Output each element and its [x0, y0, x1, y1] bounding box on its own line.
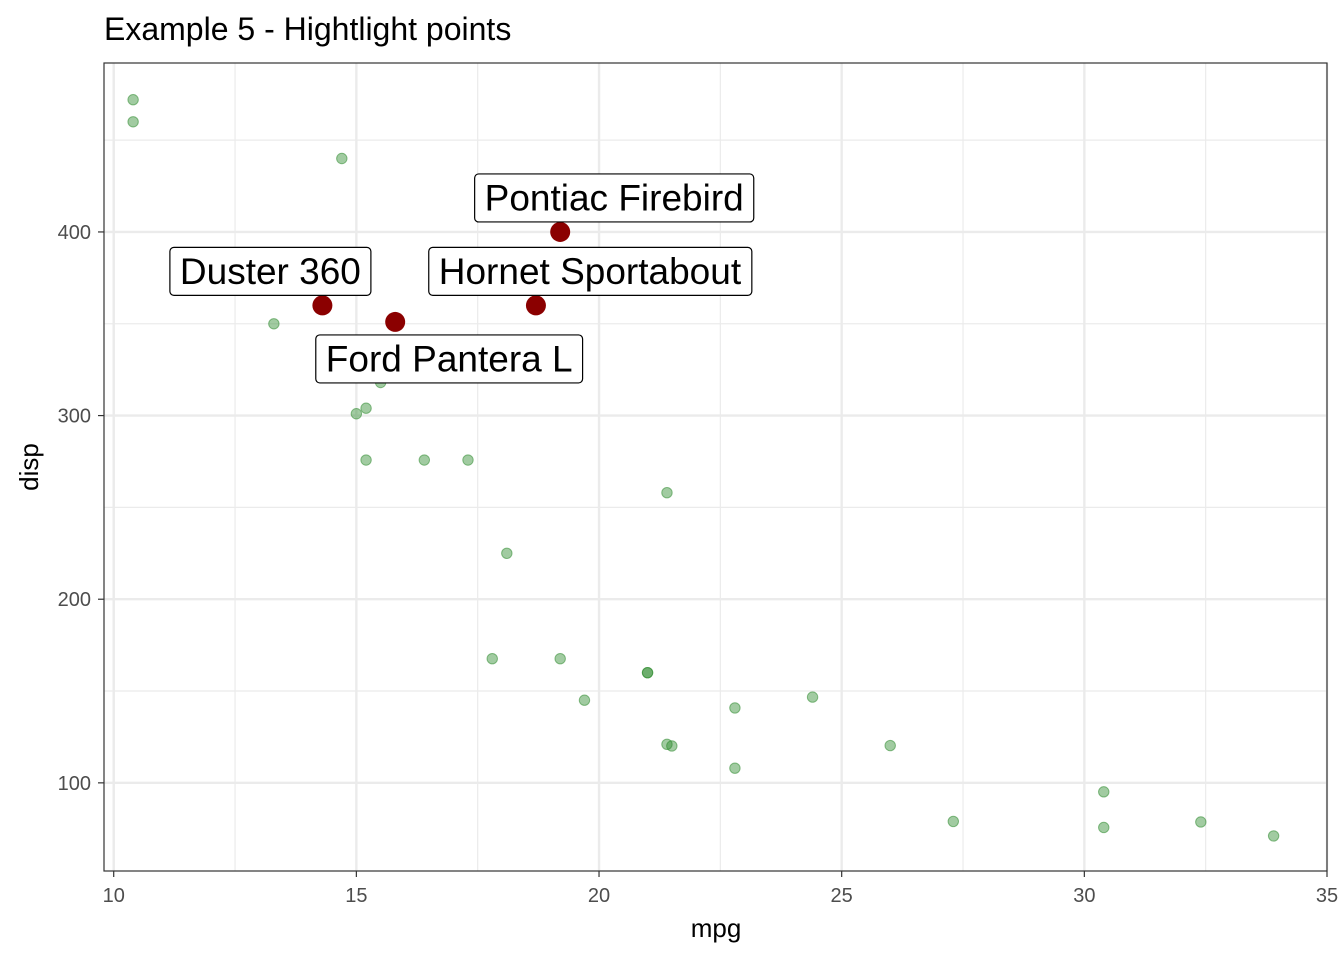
callout-label: Ford Pantera L: [315, 334, 584, 384]
x-tick-label: 20: [588, 885, 610, 907]
highlight-point: [312, 295, 333, 316]
callout-box: [428, 246, 753, 296]
data-point: [360, 454, 372, 466]
data-point: [486, 653, 498, 665]
callout-text: Duster 360: [180, 251, 361, 292]
data-point: [1267, 830, 1280, 842]
data-point: [661, 738, 673, 750]
callout-text: Ford Pantera L: [326, 338, 573, 379]
data-point: [336, 152, 348, 165]
data-point: [884, 739, 896, 752]
highlight-points: [312, 221, 571, 332]
data-point: [729, 762, 741, 774]
callout-box: [315, 334, 584, 384]
callouts-layer: Duster 360 Hornet Sportabout Pontiac Fireb…: [169, 173, 755, 384]
x-tick-label: 35: [1316, 885, 1338, 907]
callout-label: Pontiac Firebird: [474, 173, 755, 223]
y-tick-label: 400: [58, 222, 91, 244]
x-axis-title: mpg: [691, 913, 742, 943]
data-point: [350, 408, 363, 420]
background-points: [127, 94, 1280, 842]
data-point: [554, 653, 566, 665]
data-point: [641, 666, 654, 679]
data-point: [1098, 821, 1110, 834]
y-tick-label: 100: [58, 773, 91, 795]
data-point: [1098, 786, 1110, 798]
data-point: [360, 402, 372, 414]
x-axis: 10 15 20 25 30 35: [103, 871, 1338, 907]
highlight-point: [385, 311, 406, 332]
y-axis-title: disp: [14, 443, 44, 491]
data-point: [501, 547, 513, 560]
x-tick-label: 25: [831, 885, 853, 907]
callout-label: Duster 360: [169, 246, 372, 296]
data-point: [1195, 816, 1207, 828]
data-point: [418, 454, 431, 466]
data-point: [661, 487, 673, 499]
callout-label: Hornet Sportabout: [428, 246, 753, 296]
highlight-point: [525, 295, 546, 316]
data-point: [947, 815, 960, 828]
callout-box: [474, 173, 755, 223]
chart-title: Example 5 - Hightlight points: [104, 11, 511, 47]
callout-text: Pontiac Firebird: [485, 177, 744, 218]
highlight-point: [550, 221, 571, 242]
callout-text: Hornet Sportabout: [439, 251, 742, 292]
data-point: [729, 702, 741, 714]
panel-border: [103, 62, 1328, 872]
x-tick-label: 10: [103, 885, 125, 907]
callout-box: [169, 246, 372, 296]
data-point: [578, 694, 591, 706]
data-point: [127, 94, 139, 106]
y-axis: 100 200 300 400: [58, 222, 104, 795]
y-tick-label: 300: [58, 406, 91, 428]
x-tick-label: 30: [1073, 885, 1095, 907]
data-point: [806, 691, 819, 703]
y-tick-label: 200: [58, 589, 91, 611]
data-point: [268, 318, 280, 330]
data-point: [127, 116, 139, 128]
x-tick-label: 15: [345, 885, 367, 907]
data-point: [462, 454, 474, 466]
